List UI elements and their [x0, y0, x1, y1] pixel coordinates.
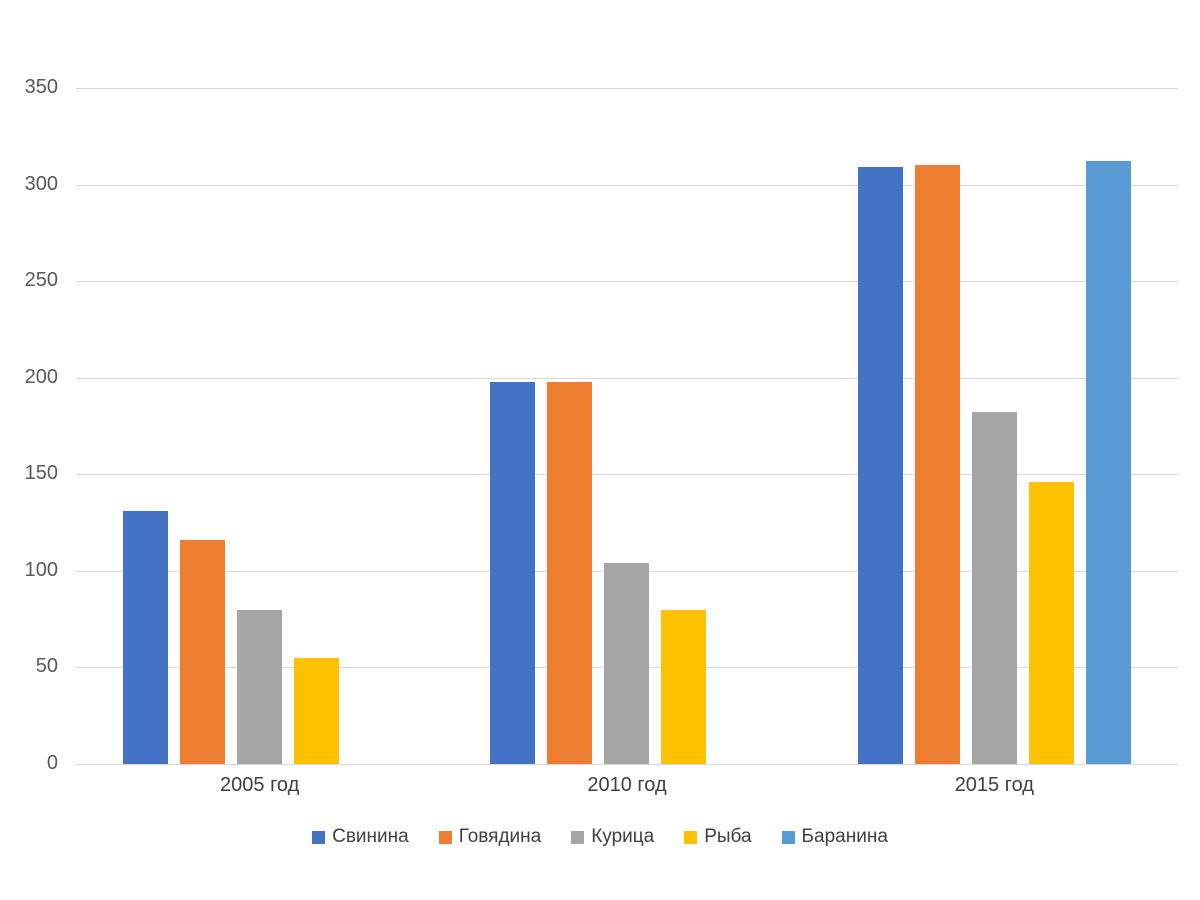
legend-item: Баранина [781, 826, 888, 848]
bar [123, 510, 169, 764]
legend-item: Рыба [684, 826, 752, 848]
bar [1085, 161, 1131, 764]
legend-label: Говядина [458, 826, 542, 847]
legend-label: Свинина [332, 826, 409, 847]
y-tick-label: 350 [24, 76, 58, 98]
y-tick-label: 50 [35, 655, 58, 678]
bar [914, 165, 960, 764]
bar-group [443, 88, 810, 764]
bar [1028, 482, 1074, 764]
bar [547, 381, 593, 764]
gridline [76, 88, 1178, 89]
y-tick-label: 300 [24, 172, 58, 195]
legend-label: Курица [591, 826, 655, 847]
bar-group [811, 88, 1178, 764]
legend-item: Курица [571, 826, 654, 848]
legend-swatch-icon [684, 830, 698, 844]
gridline [76, 377, 1178, 379]
bar-group [76, 88, 443, 764]
legend-label: Рыба [704, 826, 752, 847]
legend-swatch-icon [312, 830, 326, 844]
legend: Свинина Говядина Курица Рыба Баранина [0, 826, 1200, 848]
bar [294, 657, 340, 764]
bar [604, 563, 650, 764]
legend-label: Баранина [801, 826, 888, 847]
bar [490, 381, 536, 764]
x-category-label: 2015 год [954, 774, 1034, 796]
legend-swatch-icon [438, 830, 452, 844]
x-category-label: 2010 год [587, 774, 667, 796]
plot-area [76, 88, 1178, 765]
gridline [76, 474, 1178, 476]
legend-swatch-icon [781, 830, 795, 844]
bar [661, 609, 707, 764]
legend-swatch-icon [571, 830, 585, 844]
y-tick-label: 200 [24, 365, 58, 388]
legend-item: Свинина [312, 826, 409, 848]
gridline [76, 184, 1178, 186]
y-tick-label: 100 [24, 558, 58, 581]
y-tick-label: 150 [24, 462, 58, 485]
x-category-label: 2005 год [220, 774, 300, 796]
legend-item: Говядина [438, 826, 542, 848]
y-tick-label: 0 [46, 752, 58, 774]
bar [237, 609, 283, 764]
y-tick-label: 250 [24, 269, 58, 292]
bar [857, 167, 903, 764]
x-axis-line [76, 764, 1178, 765]
bar [180, 539, 226, 764]
bar [971, 412, 1017, 764]
gridline [76, 281, 1178, 283]
